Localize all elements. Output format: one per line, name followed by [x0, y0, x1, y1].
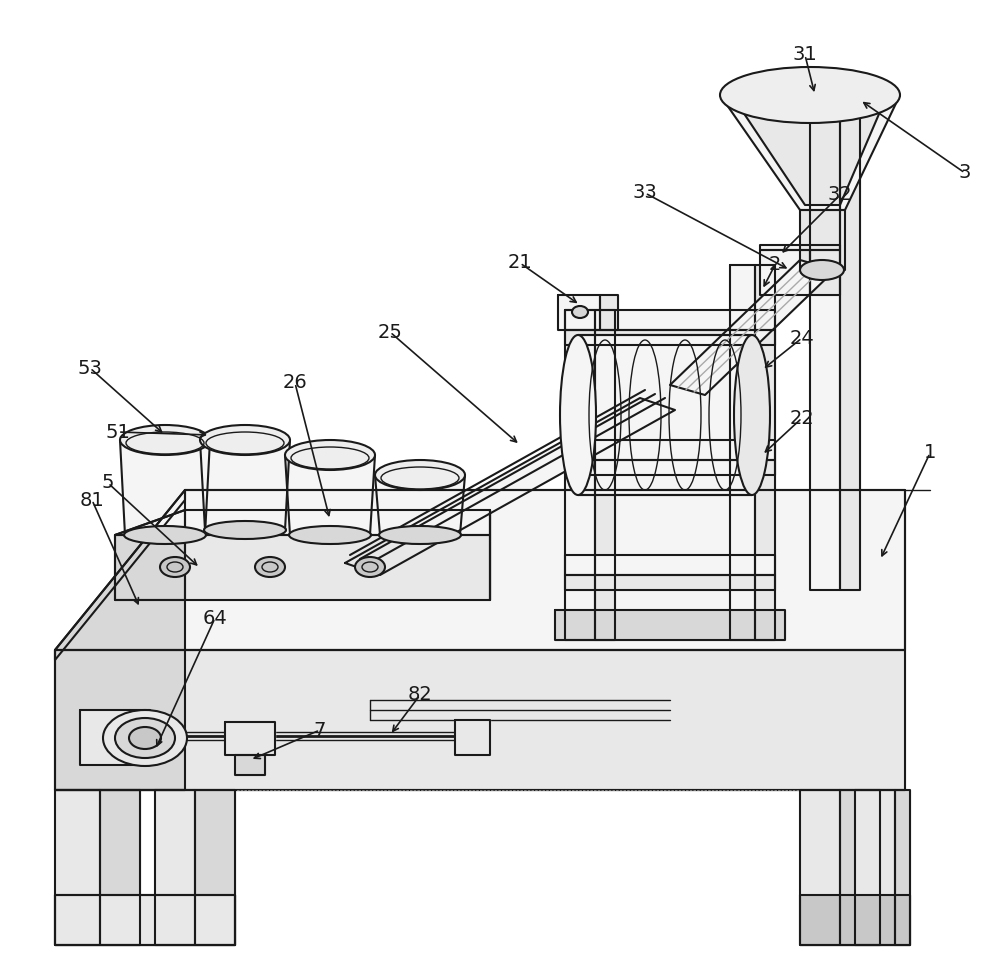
Polygon shape [895, 790, 910, 945]
Polygon shape [225, 722, 275, 755]
Polygon shape [115, 510, 490, 535]
Ellipse shape [734, 335, 770, 495]
Text: 33: 33 [633, 184, 657, 202]
Text: 64: 64 [203, 608, 227, 628]
Text: 2: 2 [769, 256, 781, 274]
Text: 22: 22 [790, 409, 814, 427]
Text: 5: 5 [102, 474, 114, 492]
Text: 7: 7 [314, 720, 326, 739]
Polygon shape [810, 250, 840, 295]
Polygon shape [120, 440, 210, 535]
Text: 82: 82 [408, 686, 432, 704]
Ellipse shape [289, 526, 371, 544]
Polygon shape [55, 490, 185, 790]
Polygon shape [100, 790, 140, 945]
Ellipse shape [103, 710, 187, 766]
Polygon shape [595, 310, 615, 640]
Ellipse shape [375, 460, 465, 490]
Polygon shape [115, 535, 490, 600]
Text: 3: 3 [959, 163, 971, 183]
Ellipse shape [355, 557, 385, 577]
Ellipse shape [572, 306, 588, 318]
Polygon shape [565, 310, 595, 640]
Ellipse shape [720, 67, 900, 123]
Polygon shape [155, 790, 195, 945]
Polygon shape [55, 650, 905, 790]
Text: 21: 21 [508, 254, 532, 272]
Text: 26: 26 [283, 374, 307, 392]
Polygon shape [565, 310, 775, 330]
Polygon shape [855, 790, 895, 945]
Polygon shape [840, 90, 860, 590]
Polygon shape [345, 398, 675, 575]
Ellipse shape [115, 718, 175, 758]
Text: 25: 25 [378, 322, 402, 342]
Polygon shape [55, 895, 235, 945]
Polygon shape [565, 330, 775, 345]
Polygon shape [810, 90, 840, 590]
Ellipse shape [124, 526, 206, 544]
Polygon shape [375, 475, 465, 535]
Ellipse shape [204, 521, 286, 539]
Ellipse shape [560, 335, 596, 495]
Polygon shape [565, 440, 775, 460]
Polygon shape [600, 295, 618, 330]
Polygon shape [55, 490, 905, 660]
Ellipse shape [379, 526, 461, 544]
Polygon shape [565, 460, 775, 475]
Polygon shape [55, 790, 100, 945]
Polygon shape [800, 790, 840, 945]
Polygon shape [800, 895, 910, 945]
Text: 31: 31 [793, 46, 817, 64]
Polygon shape [670, 260, 835, 395]
Ellipse shape [160, 557, 190, 577]
Polygon shape [55, 895, 235, 945]
Text: 24: 24 [790, 329, 814, 347]
Ellipse shape [285, 440, 375, 470]
Ellipse shape [255, 557, 285, 577]
Polygon shape [55, 490, 905, 650]
Polygon shape [578, 335, 752, 495]
Text: 1: 1 [924, 444, 936, 462]
Polygon shape [80, 710, 130, 765]
Polygon shape [720, 95, 900, 210]
Polygon shape [558, 295, 600, 330]
Polygon shape [760, 250, 810, 295]
Polygon shape [235, 755, 265, 775]
Polygon shape [760, 245, 840, 250]
Text: 81: 81 [80, 490, 104, 510]
Polygon shape [130, 710, 150, 765]
Ellipse shape [129, 727, 161, 749]
Polygon shape [565, 575, 775, 590]
Text: 51: 51 [106, 422, 130, 442]
Polygon shape [555, 610, 785, 640]
Polygon shape [755, 265, 775, 640]
Polygon shape [455, 720, 490, 755]
Polygon shape [115, 510, 185, 600]
Ellipse shape [200, 425, 290, 455]
Polygon shape [730, 265, 755, 640]
Polygon shape [200, 440, 290, 530]
Polygon shape [285, 455, 375, 535]
Polygon shape [195, 790, 235, 945]
Text: 53: 53 [78, 358, 102, 378]
Polygon shape [800, 210, 845, 270]
Polygon shape [735, 100, 885, 205]
Text: 32: 32 [828, 186, 852, 204]
Ellipse shape [800, 260, 844, 280]
Ellipse shape [120, 425, 210, 455]
Polygon shape [565, 555, 775, 575]
Polygon shape [840, 790, 880, 945]
